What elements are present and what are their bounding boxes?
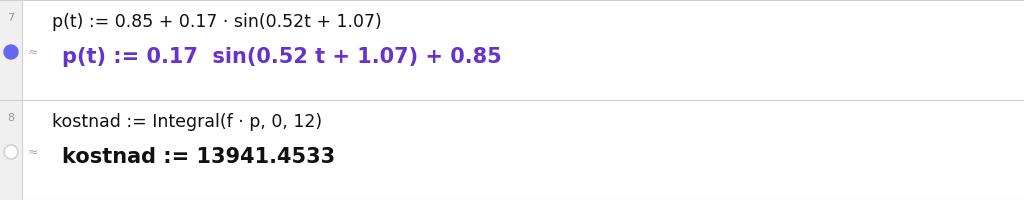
Circle shape <box>4 145 18 159</box>
Bar <box>22 100 1024 200</box>
Text: 7: 7 <box>7 13 14 23</box>
Bar <box>0 0 22 200</box>
Circle shape <box>4 45 18 59</box>
Bar <box>22 0 1024 100</box>
Text: kostnad := Integral(f · p, 0, 12): kostnad := Integral(f · p, 0, 12) <box>52 113 323 131</box>
Text: p(t) := 0.17  sin(0.52 t + 1.07) + 0.85: p(t) := 0.17 sin(0.52 t + 1.07) + 0.85 <box>62 47 502 67</box>
Text: kostnad := 13941.4533: kostnad := 13941.4533 <box>62 147 335 167</box>
Text: ≈: ≈ <box>28 146 39 158</box>
Text: p(t) := 0.85 + 0.17 · sin(0.52t + 1.07): p(t) := 0.85 + 0.17 · sin(0.52t + 1.07) <box>52 13 382 31</box>
Text: ≈: ≈ <box>28 46 39 58</box>
Text: 8: 8 <box>7 113 14 123</box>
